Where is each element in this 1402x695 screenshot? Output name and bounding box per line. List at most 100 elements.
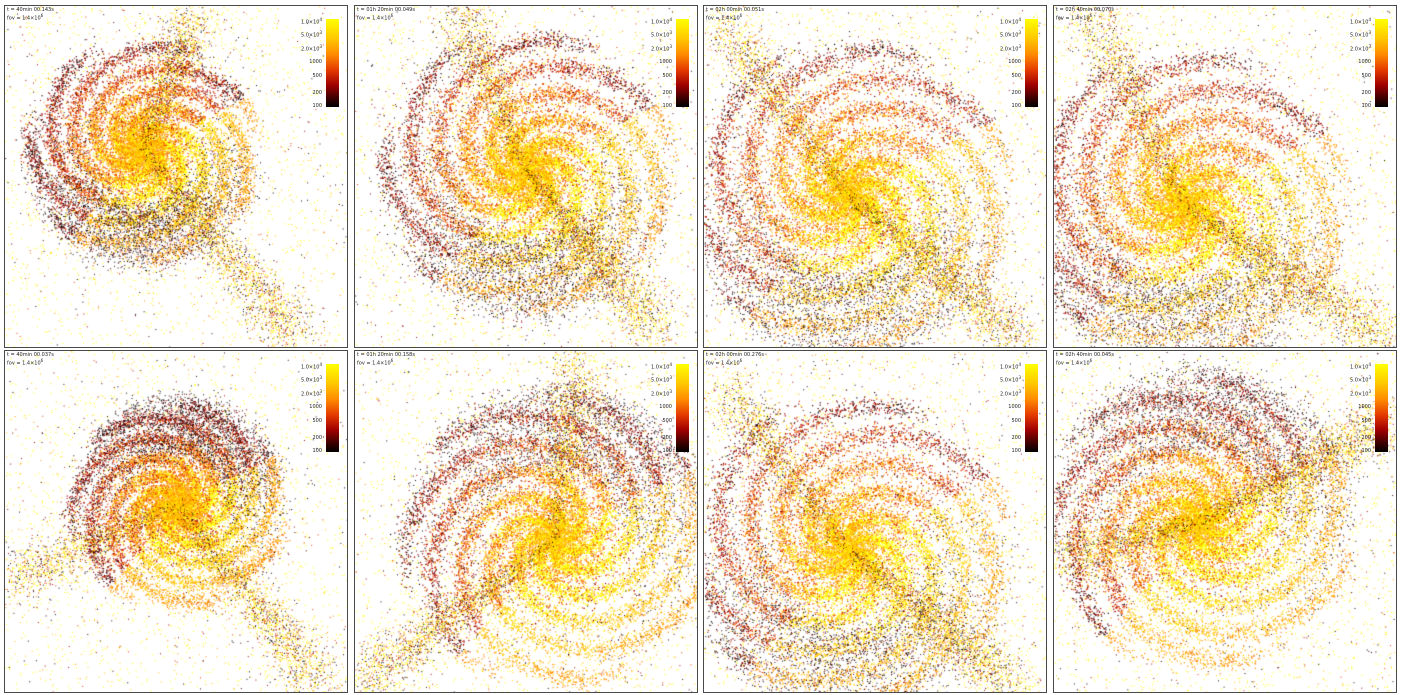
fov-label: fov = 1.4×106 xyxy=(706,358,743,367)
time-label: t = 01h 20min 00.158s xyxy=(357,352,415,358)
colorbar-tick-label: 500 xyxy=(1361,73,1371,79)
colorbar xyxy=(676,19,689,107)
colorbar-tick-label: 1.0×104 xyxy=(1349,362,1371,371)
colorbar-tick-label: 100 xyxy=(1361,448,1371,454)
particle-density-image xyxy=(1054,6,1396,347)
colorbar-tick-label: 2.0×103 xyxy=(1349,44,1371,53)
simulation-panel: t = 02h 40min 00.045s fov = 1.4×106 1.0×10… xyxy=(1053,350,1397,693)
panel-header: t = 01h 20min 00.158s fov = 1.4×106 xyxy=(357,352,415,367)
colorbar-tick-label: 200 xyxy=(312,90,322,96)
simulation-panel: t = 01h 20min 00.158s fov = 1.4×106 1.0×10… xyxy=(354,350,698,693)
panel-header: t = 02h 00min 00.276s fov = 1.4×106 xyxy=(706,352,764,367)
colorbar-tick-label: 100 xyxy=(1011,103,1021,109)
simulation-panel: t = 01h 20min 00.049s fov = 1.4×106 1.0×10… xyxy=(354,5,698,348)
simulation-panel: t = 02h 00min 00.051s fov = 1.4×106 1.0×10… xyxy=(703,5,1047,348)
fov-label: fov = 1.4×106 xyxy=(1056,358,1093,367)
time-label: t = 02h 00min 00.051s xyxy=(706,7,764,13)
simulation-panel: t = 02h 00min 00.276s fov = 1.4×106 1.0×10… xyxy=(703,350,1047,693)
colorbar-tick-label: 2.0×103 xyxy=(650,389,672,398)
panel-header: t = 40min 00.143s fov = 1.4×106 xyxy=(7,7,54,22)
colorbar xyxy=(1025,19,1038,107)
colorbar-tick-label: 1.0×104 xyxy=(1349,17,1371,26)
simulation-panel: t = 02h 40min 00.070s fov = 1.4×106 1.0×10… xyxy=(1053,5,1397,348)
colorbar-tick-label: 5.0×103 xyxy=(650,30,672,39)
colorbar-tick-label: 5.0×103 xyxy=(999,375,1021,384)
colorbar-tick-label: 1000 xyxy=(1008,404,1021,410)
time-label: t = 40min 00.037s xyxy=(7,352,54,358)
colorbar-tick-label: 200 xyxy=(1361,90,1371,96)
colorbar-tick-label: 2.0×103 xyxy=(999,44,1021,53)
colorbar-tick-label: 500 xyxy=(1361,418,1371,424)
colorbar-tick-label: 200 xyxy=(1011,435,1021,441)
panel-header: t = 40min 00.037s fov = 1.4×106 xyxy=(7,352,54,367)
time-label: t = 02h 40min 00.045s xyxy=(1056,352,1114,358)
colorbar-tick-label: 500 xyxy=(312,418,322,424)
panel-header: t = 02h 40min 00.045s fov = 1.4×106 xyxy=(1056,352,1114,367)
colorbar-tick-label: 500 xyxy=(662,73,672,79)
colorbar xyxy=(326,19,339,107)
particle-density-image xyxy=(355,351,697,692)
particle-density-image xyxy=(704,6,1046,347)
colorbar-tick-label: 500 xyxy=(1011,73,1021,79)
particle-density-image xyxy=(5,351,347,692)
colorbar-tick-label: 100 xyxy=(662,103,672,109)
particle-density-image xyxy=(5,6,347,347)
time-label: t = 01h 20min 00.049s xyxy=(357,7,415,13)
simulation-panel: t = 40min 00.143s fov = 1.4×106 1.0×104 5.0… xyxy=(4,5,348,348)
time-label: t = 40min 00.143s xyxy=(7,7,54,13)
colorbar-tick-label: 1000 xyxy=(309,404,322,410)
colorbar-tick-label: 200 xyxy=(662,435,672,441)
colorbar-tick-label: 2.0×103 xyxy=(300,44,322,53)
particle-density-image xyxy=(1054,351,1396,692)
colorbar-tick-label: 2.0×103 xyxy=(650,44,672,53)
colorbar-tick-label: 500 xyxy=(662,418,672,424)
colorbar-tick-label: 100 xyxy=(662,448,672,454)
colorbar-tick-label: 1000 xyxy=(1008,59,1021,65)
colorbar-tick-label: 100 xyxy=(1361,103,1371,109)
colorbar-tick-label: 2.0×103 xyxy=(1349,389,1371,398)
colorbar-tick-label: 5.0×103 xyxy=(300,30,322,39)
colorbar xyxy=(1025,364,1038,452)
colorbar-tick-label: 2.0×103 xyxy=(999,389,1021,398)
colorbar-tick-label: 1000 xyxy=(1358,404,1371,410)
colorbar-tick-label: 1000 xyxy=(659,59,672,65)
colorbar-tick-label: 1000 xyxy=(659,404,672,410)
colorbar-tick-label: 5.0×103 xyxy=(1349,30,1371,39)
colorbar xyxy=(1375,364,1388,452)
simulation-panel: t = 40min 00.037s fov = 1.4×106 1.0×104 5.0… xyxy=(4,350,348,693)
colorbar-tick-label: 500 xyxy=(1011,418,1021,424)
colorbar-tick-label: 1.0×104 xyxy=(300,17,322,26)
colorbar-tick-label: 200 xyxy=(1361,435,1371,441)
colorbar-tick-label: 100 xyxy=(312,448,322,454)
colorbar-tick-label: 1.0×104 xyxy=(650,17,672,26)
fov-label: fov = 1.4×106 xyxy=(357,13,394,22)
colorbar-tick-label: 1.0×104 xyxy=(300,362,322,371)
colorbar-tick-label: 1.0×104 xyxy=(999,362,1021,371)
colorbar xyxy=(326,364,339,452)
colorbar-tick-label: 5.0×103 xyxy=(999,30,1021,39)
fov-label: fov = 1.4×106 xyxy=(7,13,44,22)
panel-header: t = 02h 00min 00.051s fov = 1.4×106 xyxy=(706,7,764,22)
colorbar-tick-label: 100 xyxy=(312,103,322,109)
time-label: t = 02h 00min 00.276s xyxy=(706,352,764,358)
colorbar-tick-label: 100 xyxy=(1011,448,1021,454)
colorbar-tick-label: 200 xyxy=(312,435,322,441)
colorbar-tick-label: 5.0×103 xyxy=(1349,375,1371,384)
colorbar-tick-label: 2.0×103 xyxy=(300,389,322,398)
colorbar-tick-label: 200 xyxy=(1011,90,1021,96)
time-label: t = 02h 40min 00.070s xyxy=(1056,7,1114,13)
fov-label: fov = 1.4×106 xyxy=(1056,13,1093,22)
colorbar-tick-label: 1000 xyxy=(1358,59,1371,65)
colorbar-tick-label: 200 xyxy=(662,90,672,96)
colorbar-tick-label: 1.0×104 xyxy=(999,17,1021,26)
particle-density-image xyxy=(355,6,697,347)
fov-label: fov = 1.4×106 xyxy=(357,358,394,367)
particle-density-image xyxy=(704,351,1046,692)
panel-header: t = 01h 20min 00.049s fov = 1.4×106 xyxy=(357,7,415,22)
colorbar-tick-label: 1.0×104 xyxy=(650,362,672,371)
fov-label: fov = 1.4×106 xyxy=(706,13,743,22)
colorbar-tick-label: 5.0×103 xyxy=(650,375,672,384)
colorbar xyxy=(1375,19,1388,107)
colorbar xyxy=(676,364,689,452)
